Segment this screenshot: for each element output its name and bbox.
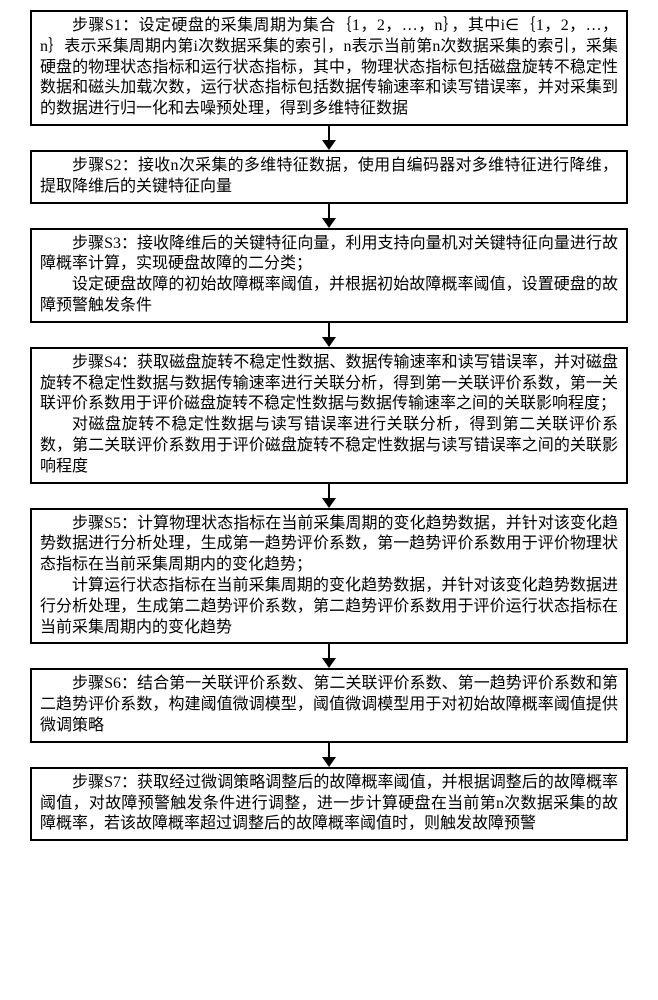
arrow-head-icon [322, 757, 336, 767]
arrow-line [328, 323, 330, 337]
step-s6-text: 步骤S6：结合第一关联评价系数、第二关联评价系数、第一趋势评价系数和第二趋势评价… [40, 674, 618, 736]
arrow-line [328, 743, 330, 757]
arrow-s4-s5 [30, 484, 628, 508]
step-s5-text-1: 步骤S5：计算物理状态指标在当前采集周期的变化趋势数据，并针对该变化趋势数据进行… [40, 514, 618, 576]
arrow-line [328, 204, 330, 218]
step-s1-box: 步骤S1：设定硬盘的采集周期为集合｛1，2，…，n｝，其中i∈｛1，2，…，n｝… [30, 10, 628, 126]
step-s5-box: 步骤S5：计算物理状态指标在当前采集周期的变化趋势数据，并针对该变化趋势数据进行… [30, 508, 628, 645]
arrow-line [328, 484, 330, 498]
step-s4-text-1: 步骤S4：获取磁盘旋转不稳定性数据、数据传输速率和读写错误率，并对磁盘旋转不稳定… [40, 353, 618, 415]
step-s5-text-2: 计算运行状态指标在当前采集周期的变化趋势数据，并针对该变化趋势数据进行分析处理，… [40, 576, 618, 638]
arrow-head-icon [322, 337, 336, 347]
arrow-s2-s3 [30, 204, 628, 228]
step-s6-box: 步骤S6：结合第一关联评价系数、第二关联评价系数、第一趋势评价系数和第二趋势评价… [30, 668, 628, 742]
step-s2-box: 步骤S2：接收n次采集的多维特征数据，使用自编码器对多维特征进行降维，提取降维后… [30, 150, 628, 204]
arrow-s6-s7 [30, 743, 628, 767]
step-s3-text-1: 步骤S3：接收降维后的关键特征向量，利用支持向量机对关键特征向量进行故障概率计算… [40, 234, 618, 276]
arrow-head-icon [322, 658, 336, 668]
flowchart-container: 步骤S1：设定硬盘的采集周期为集合｛1，2，…，n｝，其中i∈｛1，2，…，n｝… [30, 10, 628, 841]
step-s3-text-2: 设定硬盘故障的初始故障概率阈值，并根据初始故障概率阈值，设置硬盘的故障预警触发条… [40, 275, 618, 317]
step-s7-box: 步骤S7：获取经过微调策略调整后的故障概率阈值，并根据调整后的故障概率阈值，对故… [30, 767, 628, 841]
step-s2-text: 步骤S2：接收n次采集的多维特征数据，使用自编码器对多维特征进行降维，提取降维后… [40, 156, 618, 198]
arrow-s3-s4 [30, 323, 628, 347]
step-s4-text-2: 对磁盘旋转不稳定性数据与读写错误率进行关联分析，得到第二关联评价系数，第二关联评… [40, 415, 618, 477]
step-s3-box: 步骤S3：接收降维后的关键特征向量，利用支持向量机对关键特征向量进行故障概率计算… [30, 228, 628, 323]
arrow-head-icon [322, 140, 336, 150]
arrow-s1-s2 [30, 126, 628, 150]
arrow-head-icon [322, 218, 336, 228]
arrow-line [328, 126, 330, 140]
arrow-s5-s6 [30, 644, 628, 668]
step-s4-box: 步骤S4：获取磁盘旋转不稳定性数据、数据传输速率和读写错误率，并对磁盘旋转不稳定… [30, 347, 628, 484]
arrow-line [328, 644, 330, 658]
arrow-head-icon [322, 498, 336, 508]
step-s7-text: 步骤S7：获取经过微调策略调整后的故障概率阈值，并根据调整后的故障概率阈值，对故… [40, 773, 618, 835]
step-s1-text: 步骤S1：设定硬盘的采集周期为集合｛1，2，…，n｝，其中i∈｛1，2，…，n｝… [40, 16, 618, 120]
